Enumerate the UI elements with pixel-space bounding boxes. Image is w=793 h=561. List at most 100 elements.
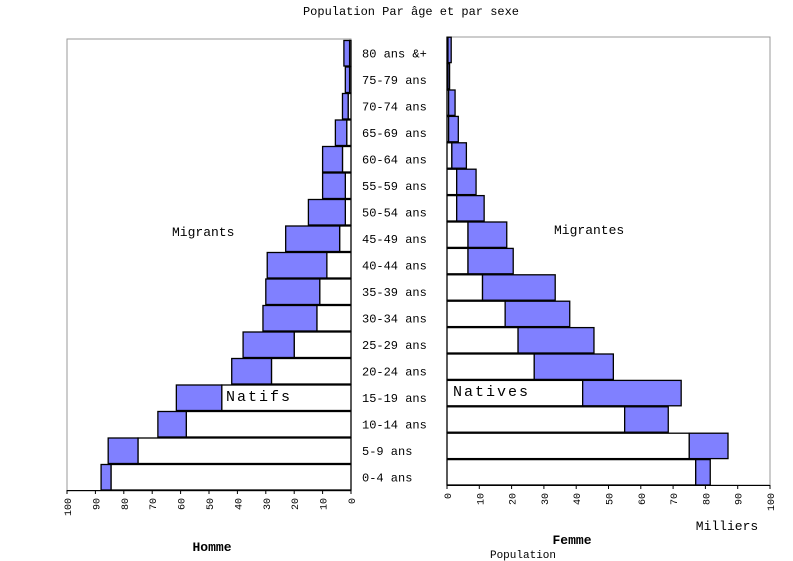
bar-natives-30-34-ans: [446, 300, 506, 328]
bar-migrantes-65-69-ans: [447, 115, 459, 143]
bar-natifs-0-4-ans: [110, 463, 352, 491]
right-tick-label-40: 40: [573, 493, 584, 505]
left-tick-label-100: 100: [64, 498, 75, 516]
age-label-60-64-ans: 60-64 ans: [362, 153, 427, 167]
right-tick-label-60: 60: [638, 493, 649, 505]
bar-natives-50-54-ans: [446, 194, 458, 222]
bar-migrantes-75-79-ans: [447, 62, 451, 90]
left-annotation-natifs: Natifs: [226, 389, 292, 406]
age-label-5-9-ans: 5-9 ans: [362, 445, 412, 459]
left-tick-label-90: 90: [92, 498, 103, 510]
right-annotation-natives: Natives: [453, 384, 530, 401]
bar-migrantes-0-4-ans: [695, 458, 711, 486]
bar-natifs-35-39-ans: [319, 278, 352, 306]
left-panel: 100 90 80 70 60 50 40 30 20 10 0 Migrants Natifs H…: [64, 38, 359, 555]
age-label-35-39-ans: 35-39 ans: [362, 286, 427, 300]
age-label-55-59-ans: 55-59 ans: [362, 180, 427, 194]
bar-migrants-5-9-ans: [107, 437, 139, 465]
bar-natives-45-49-ans: [446, 221, 469, 249]
bar-natifs-25-29-ans: [293, 331, 352, 359]
left-tick-label-80: 80: [121, 498, 132, 510]
bar-migrants-75-79-ans: [344, 66, 351, 94]
bar-natives-60-64-ans: [446, 142, 453, 169]
age-label-15-19-ans: 15-19 ans: [362, 392, 427, 406]
bar-natives-10-14-ans: [446, 406, 626, 433]
bar-migrantes-35-39-ans: [481, 274, 556, 301]
right-tick-label-10: 10: [476, 493, 487, 505]
bottom-label: Population: [490, 550, 556, 561]
bar-migrantes-10-14-ans: [624, 406, 669, 433]
age-label-50-54-ans: 50-54 ans: [362, 206, 427, 220]
bar-migrants-40-44-ans: [266, 251, 328, 279]
age-label-40-44-ans: 40-44 ans: [362, 259, 427, 273]
right-tick-label-100: 100: [767, 493, 778, 511]
age-label-10-14-ans: 10-14 ans: [362, 418, 427, 432]
right-tick-label-80: 80: [702, 493, 713, 505]
bar-natives-0-4-ans: [446, 458, 697, 486]
age-label-75-79-ans: 75-79 ans: [362, 74, 427, 88]
bar-migrants-65-69-ans: [334, 119, 348, 147]
right-tick-label-0: 0: [444, 493, 455, 499]
age-label-70-74-ans: 70-74 ans: [362, 100, 427, 114]
bar-natifs-30-34-ans: [316, 304, 352, 332]
bar-migrantes-80-ans: [447, 36, 452, 64]
right-x-label: Femme: [552, 533, 591, 548]
age-label-30-34-ans: 30-34 ans: [362, 312, 427, 326]
age-label-45-49-ans: 45-49 ans: [362, 233, 427, 247]
bar-migrantes-15-19-ans: [582, 379, 682, 407]
bar-migrantes-30-34-ans: [504, 300, 571, 328]
bar-migrants-60-64-ans: [321, 145, 344, 173]
age-label-25-29-ans: 25-29 ans: [362, 339, 427, 353]
chart-title: Population Par âge et par sexe: [303, 5, 519, 19]
age-label-0-4-ans: 0-4 ans: [362, 471, 412, 485]
age-label-80-ans: 80 ans &+: [362, 47, 427, 61]
bar-natifs-50-54-ans: [344, 198, 352, 226]
bar-natifs-40-44-ans: [326, 251, 352, 279]
bar-migrantes-45-49-ans: [467, 221, 508, 249]
left-x-ticks: 100 90 80 70 60 50 40 30 20 10 0: [64, 490, 359, 516]
bar-natifs-5-9-ans: [137, 437, 352, 465]
bar-natifs-55-59-ans: [344, 172, 352, 200]
bar-migrantes-50-54-ans: [456, 194, 485, 222]
right-panel: 0 10 20 30 40 50 60 70 80 90 100 Migrantes Natives…: [444, 36, 778, 548]
bar-migrantes-60-64-ans: [451, 142, 468, 169]
bar-natives-40-44-ans: [446, 247, 469, 275]
right-tick-label-30: 30: [541, 493, 552, 505]
left-tick-label-30: 30: [263, 498, 274, 510]
bar-natives-15-19-ans: [446, 379, 584, 407]
age-label-20-24-ans: 20-24 ans: [362, 365, 427, 379]
bar-migrants-55-59-ans: [321, 172, 346, 200]
left-bars: [100, 39, 352, 491]
left-tick-label-40: 40: [234, 498, 245, 510]
bar-natifs-20-24-ans: [270, 357, 352, 385]
bar-migrants-80-ans: [343, 39, 351, 67]
bar-migrants-35-39-ans: [265, 278, 321, 306]
bar-natives-25-29-ans: [446, 326, 519, 354]
right-tick-label-70: 70: [670, 493, 681, 505]
left-tick-label-20: 20: [291, 498, 302, 510]
left-tick-label-60: 60: [178, 498, 189, 510]
bar-migrants-0-4-ans: [100, 463, 112, 491]
bar-migrantes-55-59-ans: [456, 168, 477, 196]
bar-natives-35-39-ans: [446, 274, 484, 301]
right-tick-label-50: 50: [606, 493, 617, 505]
right-unit-label: Milliers: [696, 519, 758, 534]
bar-migrants-25-29-ans: [242, 331, 295, 359]
bar-migrantes-25-29-ans: [517, 326, 595, 354]
bar-natives-20-24-ans: [446, 353, 535, 381]
bar-migrantes-20-24-ans: [533, 353, 614, 381]
right-bars: [446, 36, 729, 486]
left-x-label: Homme: [192, 540, 231, 555]
left-annotation-migrants: Migrants: [172, 225, 234, 240]
age-label-65-69-ans: 65-69 ans: [362, 127, 427, 141]
right-annotation-migrantes: Migrantes: [554, 223, 624, 238]
bar-migrantes-5-9-ans: [688, 432, 729, 460]
right-tick-label-20: 20: [509, 493, 520, 505]
bar-migrants-45-49-ans: [285, 225, 341, 253]
bar-migrantes-70-74-ans: [447, 89, 456, 117]
left-tick-label-70: 70: [149, 498, 160, 510]
bar-natifs-45-49-ans: [338, 225, 352, 253]
bar-migrants-70-74-ans: [341, 92, 349, 120]
bar-migrants-20-24-ans: [231, 357, 273, 385]
